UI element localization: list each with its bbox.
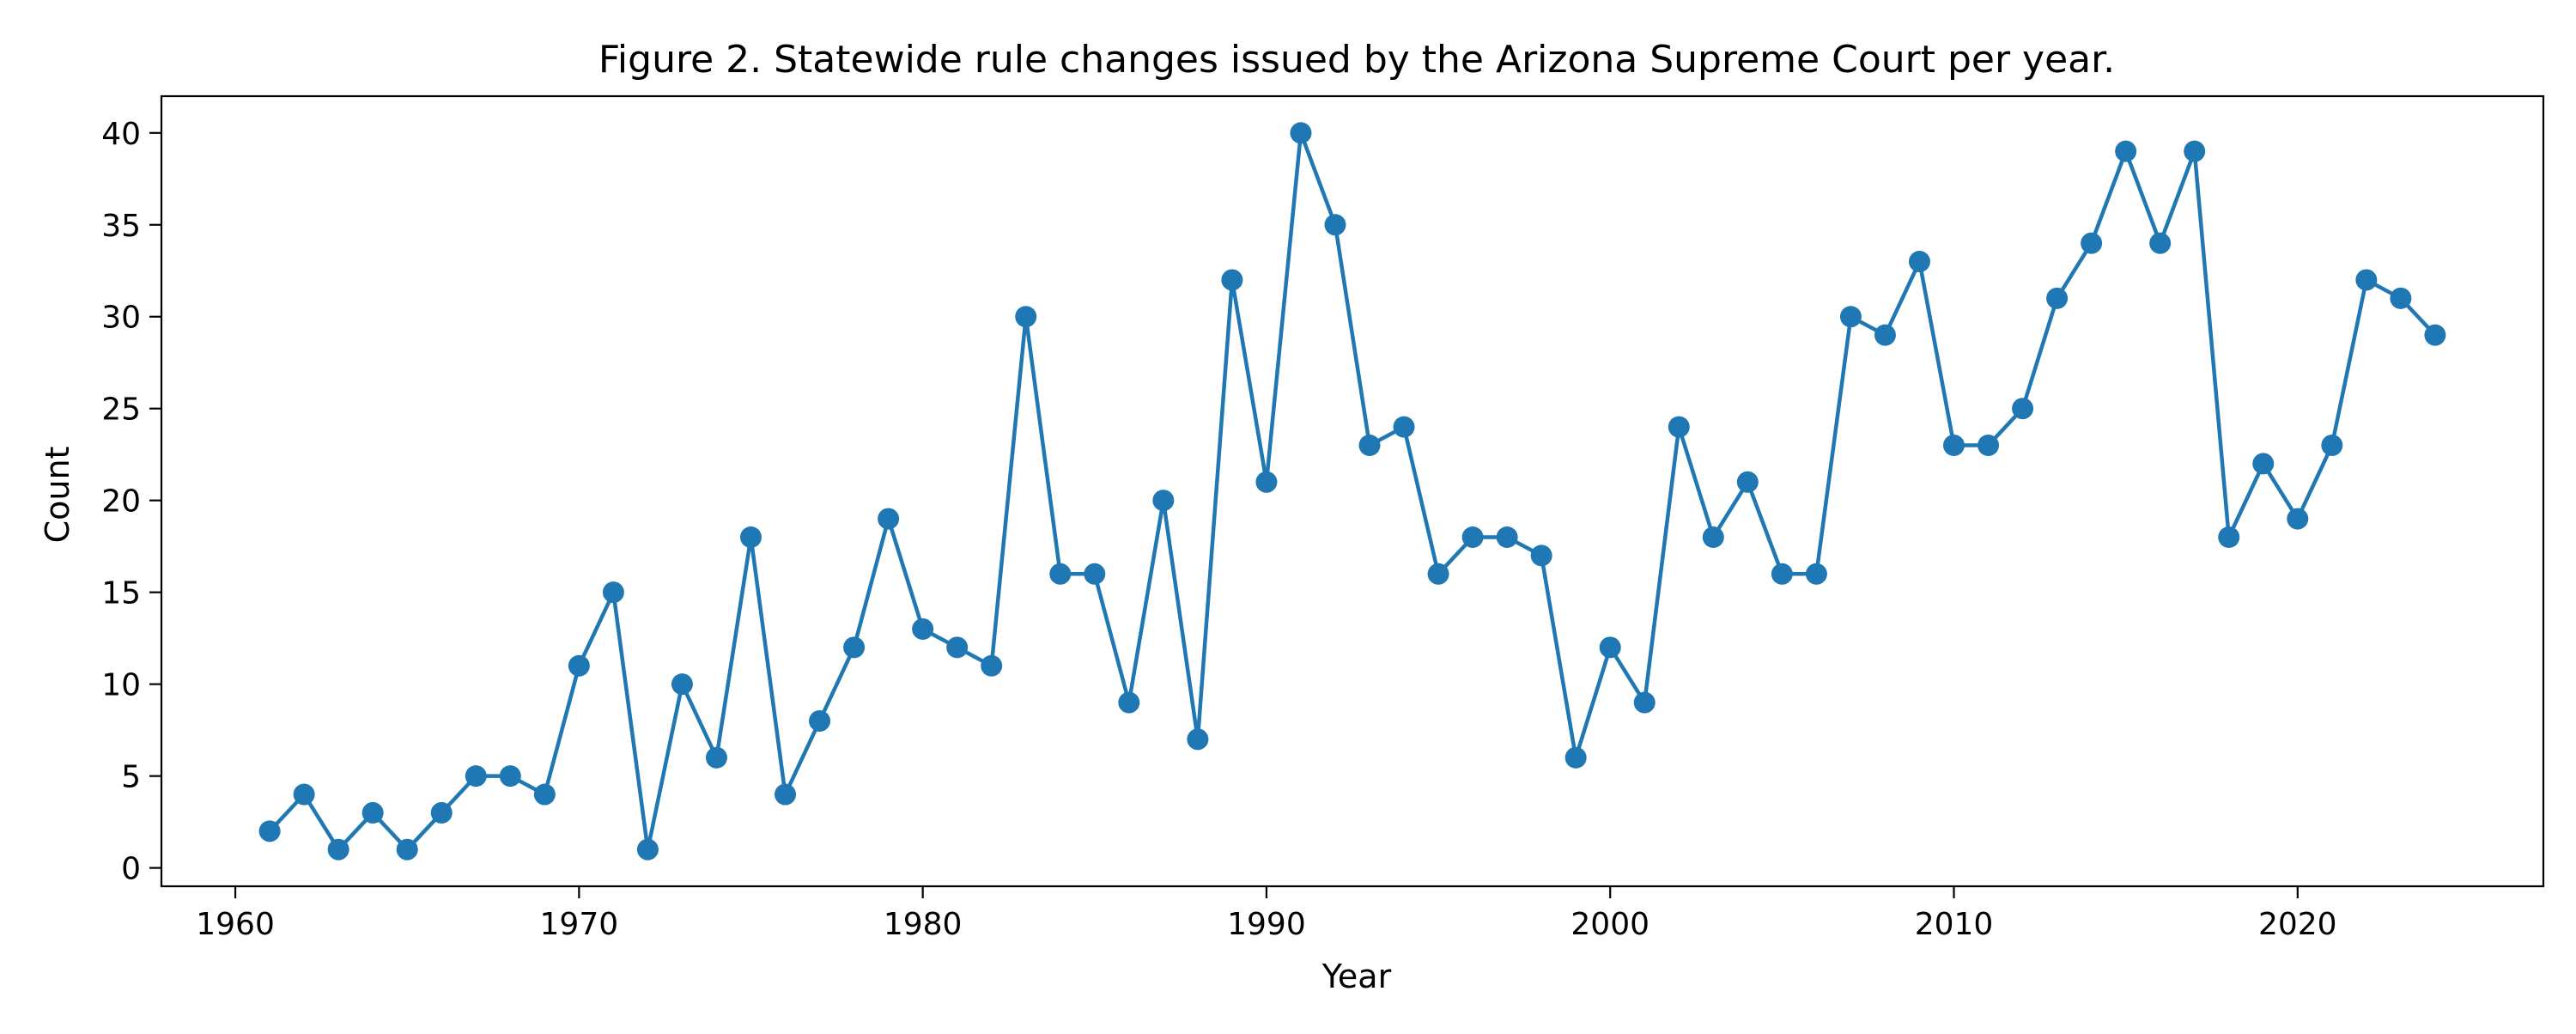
- data-point: [2218, 526, 2240, 548]
- x-tick-label: 1960: [196, 907, 275, 942]
- series-layer: [258, 122, 2446, 861]
- data-point: [809, 709, 831, 732]
- data-point: [465, 765, 487, 788]
- x-tick-label: 2000: [1571, 907, 1649, 942]
- data-point: [2081, 232, 2103, 254]
- data-point: [1152, 490, 1175, 512]
- data-point: [2287, 508, 2309, 530]
- data-point: [258, 820, 281, 842]
- data-point: [2115, 140, 2137, 162]
- data-point: [1461, 526, 1484, 548]
- data-point: [1496, 526, 1518, 548]
- data-point: [1771, 563, 1793, 585]
- data-point: [2424, 324, 2446, 346]
- data-point: [1049, 563, 1072, 585]
- data-point: [946, 636, 969, 659]
- data-point: [568, 654, 590, 677]
- y-tick-label: 35: [101, 209, 141, 244]
- data-point: [293, 783, 315, 806]
- data-point: [1943, 435, 1965, 457]
- x-tick-label: 2010: [1915, 907, 1994, 942]
- data-point: [2321, 435, 2343, 457]
- data-point: [1633, 691, 1656, 714]
- data-point: [1084, 563, 1106, 585]
- data-point: [1702, 526, 1724, 548]
- data-point: [2390, 287, 2412, 309]
- x-axis-ticks: 1960 1970 1980 1990 2000 2010 2020: [196, 886, 2337, 942]
- data-point: [775, 783, 797, 806]
- y-tick-label: 30: [101, 301, 141, 336]
- data-point: [2012, 398, 2034, 420]
- data-point: [499, 765, 521, 788]
- chart-title: Figure 2. Statewide rule changes issued …: [598, 38, 2115, 82]
- data-point: [1427, 563, 1449, 585]
- data-point: [671, 673, 693, 696]
- x-axis-label: Year: [1321, 958, 1392, 995]
- data-point: [1874, 324, 1896, 346]
- data-point: [878, 508, 900, 530]
- plot-frame: [160, 94, 2545, 888]
- data-point: [981, 654, 1003, 677]
- data-point: [912, 617, 934, 640]
- x-tick-label: 2020: [2258, 907, 2337, 942]
- data-point: [1324, 214, 1346, 236]
- y-axis-ticks: 0 5 10 15 20 25 30 35 40: [101, 117, 161, 887]
- data-point: [2252, 453, 2275, 475]
- y-tick-label: 40: [101, 117, 141, 152]
- data-point: [327, 838, 349, 861]
- data-point: [705, 746, 727, 769]
- data-point: [2046, 287, 2069, 309]
- data-point: [1908, 251, 1930, 273]
- data-point: [1839, 306, 1862, 328]
- x-tick-label: 1970: [540, 907, 619, 942]
- data-point: [430, 801, 453, 824]
- data-point: [1255, 471, 1278, 493]
- y-axis-label: Count: [39, 447, 76, 544]
- y-tick-label: 20: [101, 484, 141, 520]
- y-tick-label: 0: [121, 852, 141, 887]
- x-tick-label: 1980: [884, 907, 963, 942]
- data-point: [1599, 636, 1621, 659]
- y-tick-label: 5: [121, 760, 141, 795]
- data-point: [2184, 140, 2206, 162]
- data-point: [1221, 269, 1243, 291]
- y-tick-label: 10: [101, 668, 141, 703]
- data-point: [843, 636, 866, 659]
- data-point: [1015, 306, 1037, 328]
- data-point: [2149, 232, 2172, 254]
- data-point: [636, 838, 659, 861]
- y-tick-label: 15: [101, 576, 141, 611]
- data-point: [1187, 728, 1209, 751]
- data-point: [1564, 746, 1587, 769]
- data-point: [1290, 122, 1312, 144]
- data-point: [602, 581, 624, 604]
- data-point: [1530, 544, 1552, 567]
- data-point: [1668, 416, 1690, 438]
- data-point: [1978, 435, 2000, 457]
- data-point: [1393, 416, 1415, 438]
- data-point: [1118, 691, 1140, 714]
- data-point: [533, 783, 556, 806]
- x-tick-label: 1990: [1227, 907, 1306, 942]
- data-point: [2355, 269, 2378, 291]
- series-line: [267, 131, 2438, 852]
- data-point: [1736, 471, 1759, 493]
- data-point: [1805, 563, 1827, 585]
- data-point: [739, 526, 762, 548]
- data-point: [396, 838, 418, 861]
- data-point: [1358, 435, 1381, 457]
- data-point: [361, 801, 384, 824]
- y-tick-label: 25: [101, 392, 141, 428]
